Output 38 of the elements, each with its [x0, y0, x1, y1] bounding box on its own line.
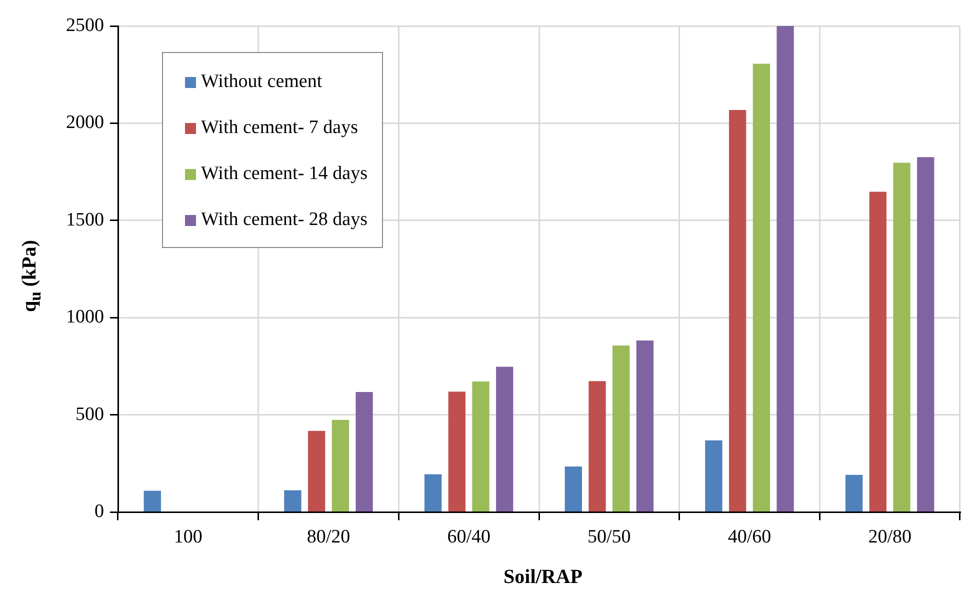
bar	[332, 420, 350, 512]
y-tick-label: 1500	[66, 209, 104, 230]
x-tick-label: 100	[174, 526, 202, 548]
x-tick-label: 50/50	[588, 526, 631, 548]
bar	[705, 440, 722, 512]
y-tick-label: 1000	[66, 306, 104, 328]
x-axis-title: Soil/RAP	[504, 566, 582, 589]
bar	[728, 110, 746, 512]
bar	[448, 392, 466, 512]
bar	[893, 162, 910, 512]
x-tick-label: 80/20	[306, 526, 350, 548]
bar	[869, 192, 886, 512]
y-tick-label: 2500	[66, 14, 104, 36]
bar	[284, 490, 302, 512]
bar	[588, 381, 606, 512]
bar	[308, 430, 326, 512]
bar	[424, 474, 442, 512]
bar	[845, 474, 863, 512]
bar	[636, 340, 654, 512]
y-tick-label: 0	[94, 501, 104, 522]
y-tick-label: 2000	[66, 112, 104, 134]
legend-label: With cement- 28 days	[201, 209, 368, 231]
y-tick-label: 500	[76, 404, 104, 425]
legend-label: With cement- 14 days	[201, 163, 368, 185]
bar	[356, 392, 373, 512]
bar	[496, 366, 514, 512]
legend-label: With cement- 7 days	[201, 117, 358, 139]
bar	[752, 64, 770, 512]
bar	[472, 382, 490, 512]
bar	[564, 466, 582, 512]
x-tick-label: 40/60	[728, 526, 772, 548]
x-tick-label: 20/80	[868, 526, 912, 548]
bar	[776, 26, 794, 512]
bar	[612, 346, 630, 512]
bar	[144, 490, 161, 512]
legend-label: Without cement	[201, 71, 322, 93]
bar	[917, 157, 934, 512]
x-tick-label: 60/40	[447, 526, 490, 548]
